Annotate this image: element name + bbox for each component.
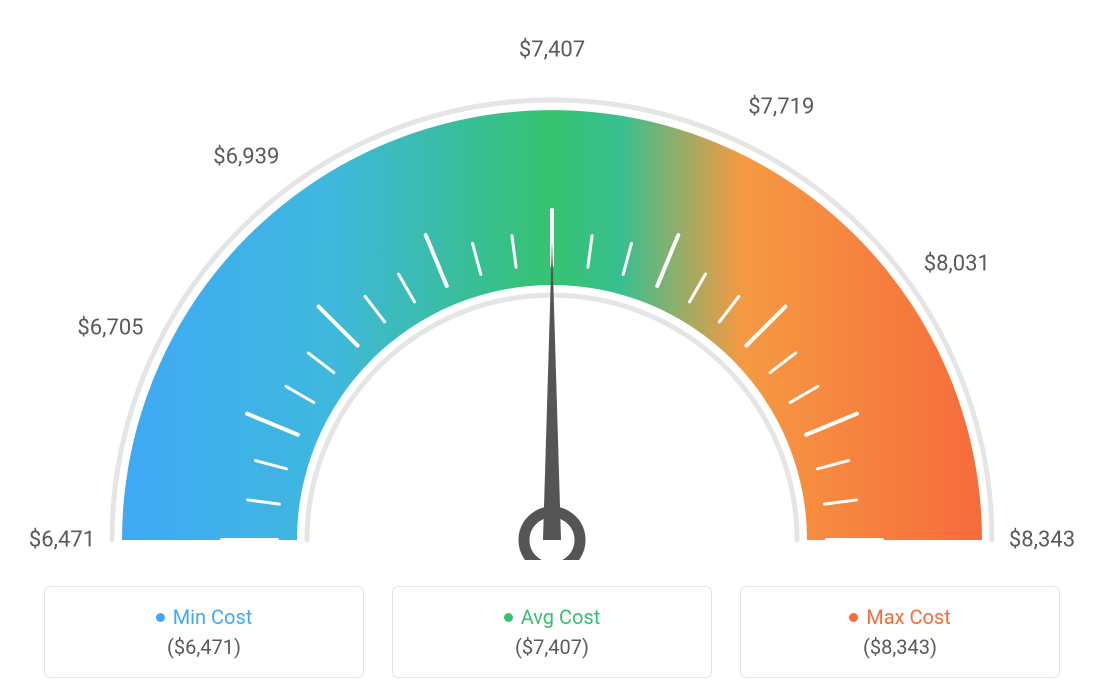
gauge-tick-label: $8,031: [924, 251, 990, 276]
legend-max-label: Max Cost: [866, 605, 951, 629]
legend-avg-box: Avg Cost ($7,407): [392, 586, 712, 678]
gauge-tick-label: $7,407: [519, 38, 585, 63]
legend-min-box: Min Cost ($6,471): [44, 586, 364, 678]
cost-gauge-widget: $6,471 $6,705 $6,939 $7,407 $7,719 $8,031 $8,3…: [0, 0, 1104, 690]
gauge-svg: [2, 0, 1102, 560]
legend-min-label: Min Cost: [173, 605, 253, 629]
legend-min-value: ($6,471): [167, 635, 241, 659]
legend-min-dot-icon: [156, 613, 165, 622]
gauge-tick-label: $6,471: [29, 528, 95, 553]
legend-avg-label: Avg Cost: [521, 605, 601, 629]
gauge-tick-label: $6,939: [213, 145, 279, 170]
gauge-area: $6,471 $6,705 $6,939 $7,407 $7,719 $8,031 $8,3…: [0, 0, 1104, 560]
legend-max-value: ($8,343): [863, 635, 937, 659]
legend-max-box: Max Cost ($8,343): [740, 586, 1060, 678]
legend-min-title: Min Cost: [156, 605, 253, 629]
gauge-tick-label: $8,343: [1009, 528, 1075, 553]
legend-avg-title: Avg Cost: [504, 605, 601, 629]
legend-avg-dot-icon: [504, 613, 513, 622]
gauge-tick-label: $7,719: [748, 94, 814, 119]
legend-avg-value: ($7,407): [515, 635, 589, 659]
legend-max-dot-icon: [849, 613, 858, 622]
gauge-tick-label: $6,705: [77, 315, 143, 340]
legend-row: Min Cost ($6,471) Avg Cost ($7,407) Max …: [0, 586, 1104, 678]
legend-max-title: Max Cost: [849, 605, 951, 629]
